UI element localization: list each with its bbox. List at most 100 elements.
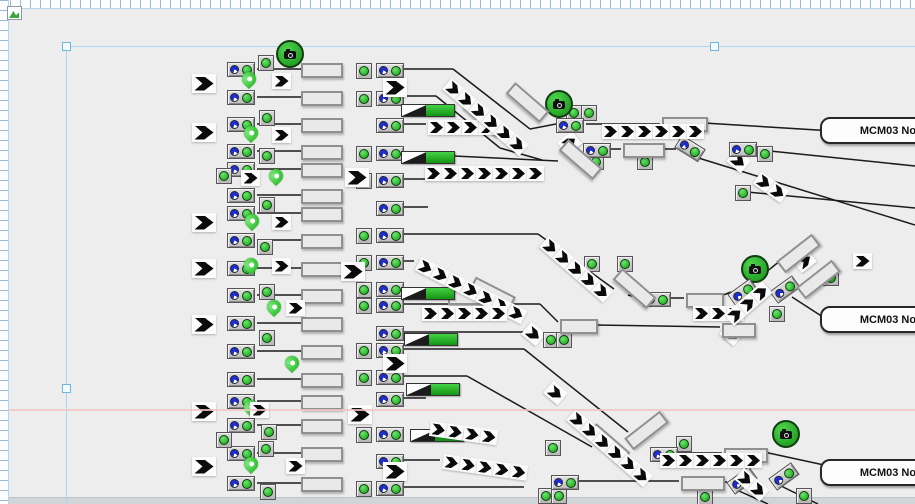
photoeye-sensor-block[interactable] <box>227 316 255 331</box>
green-status-light[interactable] <box>356 481 372 497</box>
green-status-light[interactable] <box>259 197 275 213</box>
conveyor-segment[interactable] <box>722 323 756 338</box>
flow-arrow-chain[interactable] <box>660 453 762 468</box>
green-status-light[interactable] <box>676 436 692 452</box>
flow-arrow[interactable] <box>272 73 291 89</box>
flow-arrow[interactable] <box>459 166 476 181</box>
conveyor-segment[interactable] <box>301 419 343 434</box>
photoeye-sensor-block[interactable] <box>227 418 255 433</box>
conveyor-segment[interactable] <box>301 207 343 222</box>
photoeye-sensor-block[interactable] <box>583 143 611 158</box>
photoeye-sensor-block[interactable] <box>227 344 255 359</box>
photoeye-sensor-block[interactable] <box>376 282 404 297</box>
speed-wedge[interactable] <box>401 104 455 117</box>
photoeye-sensor-block[interactable] <box>227 90 255 105</box>
flow-arrow[interactable] <box>192 402 216 421</box>
green-status-light[interactable] <box>769 306 785 322</box>
green-status-light[interactable] <box>356 370 372 386</box>
green-status-light[interactable] <box>216 168 232 184</box>
flow-arrow[interactable] <box>192 213 216 232</box>
flow-arrow[interactable] <box>636 124 653 139</box>
flow-arrow[interactable] <box>473 306 490 321</box>
flow-arrow[interactable] <box>694 453 711 468</box>
flow-arrow[interactable] <box>192 457 216 476</box>
photoeye-sensor-block[interactable] <box>227 233 255 248</box>
bottom-scroll-strip[interactable] <box>8 497 915 504</box>
conveyor-segment[interactable] <box>301 447 343 462</box>
green-status-light[interactable] <box>356 91 372 107</box>
green-status-light[interactable] <box>556 332 572 348</box>
conveyor-segment[interactable] <box>301 345 343 360</box>
flow-arrow[interactable] <box>693 306 710 321</box>
flow-arrow-chain[interactable] <box>602 124 704 139</box>
photoeye-sensor-block[interactable] <box>227 144 255 159</box>
speed-wedge[interactable] <box>401 151 455 164</box>
conveyor-segment[interactable] <box>301 477 343 492</box>
flow-arrow[interactable] <box>192 74 216 93</box>
camera-indicator[interactable] <box>772 420 800 448</box>
guide-line[interactable] <box>0 409 915 411</box>
green-status-light[interactable] <box>261 424 277 440</box>
selection-handle[interactable] <box>62 384 71 393</box>
selection-handle[interactable] <box>710 42 719 51</box>
conveyor-segment[interactable] <box>301 118 343 133</box>
green-status-light[interactable] <box>356 146 372 162</box>
flow-arrow[interactable] <box>439 306 456 321</box>
flow-arrow[interactable] <box>272 127 291 143</box>
conveyor-segment[interactable] <box>301 91 343 106</box>
flow-arrow[interactable] <box>710 306 727 321</box>
flow-arrow[interactable] <box>272 214 291 230</box>
flow-arrow[interactable] <box>602 124 619 139</box>
flow-arrow[interactable] <box>745 453 762 468</box>
conveyor-segment[interactable] <box>301 317 343 332</box>
green-status-light[interactable] <box>260 484 276 500</box>
green-status-light[interactable] <box>697 489 713 504</box>
conveyor-segment[interactable] <box>301 262 343 277</box>
flow-arrow[interactable] <box>425 166 442 181</box>
photoeye-sensor-block[interactable] <box>376 427 404 442</box>
flow-arrow[interactable] <box>348 405 372 424</box>
ruler-vertical[interactable] <box>0 0 9 504</box>
green-status-light[interactable] <box>545 440 561 456</box>
conveyor-segment[interactable] <box>301 234 343 249</box>
flow-arrow[interactable] <box>476 166 493 181</box>
green-status-light[interactable] <box>356 282 372 298</box>
node-label[interactable]: MCM03 No <box>820 306 915 333</box>
conveyor-segment[interactable] <box>301 63 343 78</box>
flow-arrow[interactable] <box>383 78 407 97</box>
conveyor-segment[interactable] <box>623 143 665 158</box>
flow-arrow[interactable] <box>510 166 527 181</box>
photoeye-sensor-block[interactable] <box>729 142 757 157</box>
flow-arrow[interactable] <box>509 463 529 481</box>
green-status-light[interactable] <box>259 330 275 346</box>
flow-arrow[interactable] <box>728 453 745 468</box>
camera-indicator[interactable] <box>276 40 304 68</box>
flow-arrow[interactable] <box>341 262 365 281</box>
photoeye-sensor-block[interactable] <box>227 372 255 387</box>
flow-arrow[interactable] <box>653 124 670 139</box>
green-status-light[interactable] <box>796 488 812 504</box>
flow-arrow[interactable] <box>677 453 694 468</box>
photoeye-sensor-block[interactable] <box>376 481 404 496</box>
green-status-light[interactable] <box>356 228 372 244</box>
speed-wedge[interactable] <box>404 333 458 346</box>
flow-arrow[interactable] <box>422 306 439 321</box>
flow-arrow[interactable] <box>619 124 636 139</box>
speed-wedge[interactable] <box>406 383 460 396</box>
photoeye-sensor-block[interactable] <box>376 201 404 216</box>
conveyor-segment[interactable] <box>681 476 725 491</box>
green-status-light[interactable] <box>551 488 567 504</box>
flow-arrow[interactable] <box>286 300 305 316</box>
photoeye-sensor-block[interactable] <box>376 146 404 161</box>
photoeye-sensor-block[interactable] <box>376 173 404 188</box>
conveyor-segment[interactable] <box>301 289 343 304</box>
green-status-light[interactable] <box>757 146 773 162</box>
green-status-light[interactable] <box>257 239 273 255</box>
flow-arrow[interactable] <box>445 120 462 135</box>
flow-arrow[interactable] <box>192 315 216 334</box>
photoeye-sensor-block[interactable] <box>227 288 255 303</box>
green-status-light[interactable] <box>259 110 275 126</box>
green-status-light[interactable] <box>617 256 633 272</box>
conveyor-segment[interactable] <box>301 145 343 160</box>
photoeye-sensor-block[interactable] <box>227 188 255 203</box>
